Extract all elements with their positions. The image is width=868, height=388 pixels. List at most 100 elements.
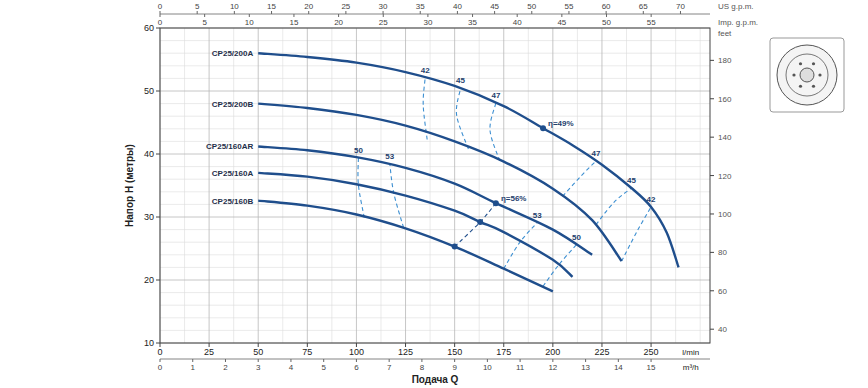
icon-bolt <box>792 73 795 76</box>
y-tick-label: 40 <box>144 149 154 159</box>
plot-frame <box>160 28 710 343</box>
tick <box>234 11 235 14</box>
grid-line <box>503 28 504 343</box>
x2-tick-label: 14 <box>614 363 623 372</box>
tick <box>345 11 346 14</box>
tick <box>421 359 422 362</box>
minor-grid <box>160 229 710 230</box>
x4-tick-label: 5 <box>202 18 207 27</box>
labels: 42454747454250535350η=56%η=49%CP25/200AC… <box>206 49 656 242</box>
tick <box>249 14 250 17</box>
x2-tick-label: 11 <box>516 363 525 372</box>
chart: 102030405060406080100120140160180feet025… <box>0 0 868 388</box>
tick <box>710 329 714 330</box>
x2-tick-label: 10 <box>483 363 492 372</box>
x-tick-label: 250 <box>644 347 659 357</box>
y2-tick-label: 100 <box>718 210 732 219</box>
x3-tick-label: 10 <box>230 2 239 11</box>
efficiency-line <box>390 164 404 228</box>
tick <box>710 213 714 214</box>
tick <box>356 359 357 362</box>
minor-grid <box>430 28 431 343</box>
efficiency-label: 47 <box>491 91 500 100</box>
efficiency-label: 45 <box>456 76 465 85</box>
plot-marks <box>258 53 678 291</box>
tick <box>271 11 272 14</box>
y2-axis-label: feet <box>718 29 732 38</box>
pump-curve <box>258 104 621 262</box>
tick <box>258 359 259 362</box>
tick <box>156 343 160 344</box>
grid-line <box>209 28 210 343</box>
grid-line <box>405 28 406 343</box>
y-tick-label: 10 <box>144 338 154 348</box>
efficiency-line <box>456 88 468 148</box>
x3-tick-label: 55 <box>564 2 573 11</box>
tick <box>160 11 161 14</box>
x-tick-label: 25 <box>204 347 214 357</box>
minor-grid <box>528 28 529 343</box>
tick <box>710 60 714 61</box>
x-tick-label: 0 <box>157 347 162 357</box>
x2-tick-label: 2 <box>223 363 228 372</box>
y2-tick-label: 60 <box>718 287 727 296</box>
x3-tick-label: 60 <box>602 2 611 11</box>
tick <box>710 290 714 291</box>
tick <box>160 14 161 17</box>
tick <box>156 154 160 155</box>
x2-axis-line <box>160 359 710 360</box>
tick <box>383 14 384 17</box>
efficiency-label: 45 <box>627 176 636 185</box>
grid-line <box>307 28 308 343</box>
efficiency-label: 42 <box>647 195 656 204</box>
series-label: CP25/160B <box>212 197 254 206</box>
efficiency-label: η=49% <box>548 119 574 128</box>
tick <box>487 359 488 362</box>
x4-tick-label: 25 <box>379 18 388 27</box>
minor-grid <box>184 28 185 343</box>
tick <box>454 359 455 362</box>
efficiency-label: 53 <box>385 152 394 161</box>
minor-grid <box>160 317 710 318</box>
efficiency-line <box>490 103 500 161</box>
tick <box>710 252 714 253</box>
tick <box>427 14 428 17</box>
x2-tick-label: 0 <box>158 363 163 372</box>
x2-tick-label: 3 <box>256 363 261 372</box>
series-label: CP25/160A <box>212 169 254 178</box>
efficiency-label: 42 <box>421 66 430 75</box>
efficiency-line <box>504 223 537 269</box>
x4-tick-label: 40 <box>513 18 522 27</box>
tick <box>457 11 458 14</box>
minor-grid <box>331 28 332 343</box>
x4-tick-label: 10 <box>245 18 254 27</box>
tick <box>472 14 473 17</box>
tick <box>710 175 714 176</box>
efficiency-label: 50 <box>354 146 363 155</box>
x3-tick-label: 25 <box>341 2 350 11</box>
x2-tick-label: 1 <box>191 363 196 372</box>
y2-tick-label: 120 <box>718 172 732 181</box>
icon-bolt <box>799 62 802 65</box>
tick <box>710 137 714 138</box>
x4-tick-label: 15 <box>289 18 298 27</box>
pump-curve <box>258 53 678 267</box>
x3-tick-label: 50 <box>527 2 536 11</box>
efficiency-label: 50 <box>572 233 581 242</box>
y-tick-label: 60 <box>144 23 154 33</box>
tick <box>156 28 160 29</box>
tick <box>156 217 160 218</box>
minor-grid <box>160 305 710 306</box>
tick <box>643 11 644 14</box>
y2-tick-label: 80 <box>718 248 727 257</box>
tick <box>680 11 681 14</box>
tick <box>204 14 205 17</box>
icon-bolt <box>812 85 815 88</box>
grid-line <box>651 28 652 343</box>
grid-line <box>258 28 259 343</box>
background <box>0 0 868 388</box>
minor-grid <box>160 267 710 268</box>
icon-bolt <box>799 85 802 88</box>
x4-axis-label: Imp. g.p.m. <box>718 18 758 27</box>
x4-tick-label: 20 <box>334 18 343 27</box>
